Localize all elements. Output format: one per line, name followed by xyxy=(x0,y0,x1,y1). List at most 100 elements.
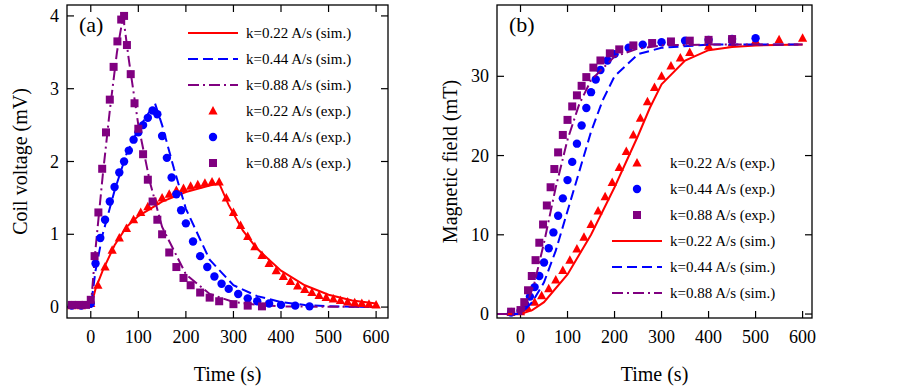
x-tick-top xyxy=(567,5,568,12)
data-point xyxy=(189,237,197,245)
y-tick-label: 20 xyxy=(471,146,489,166)
x-tick-top xyxy=(802,5,803,12)
panel-label: (a) xyxy=(79,12,103,37)
x-tick-top xyxy=(233,5,234,12)
y-tick-right xyxy=(381,88,388,89)
x-tick-top xyxy=(708,5,709,12)
data-point xyxy=(177,206,185,214)
data-point xyxy=(93,280,102,289)
y-tick-right xyxy=(381,15,388,16)
data-point xyxy=(229,300,237,308)
data-point xyxy=(120,12,128,20)
legend: k=0.22 A/s (sim.)k=0.44 A/s (sim.)k=0.88… xyxy=(188,25,351,172)
panel-label: (b) xyxy=(509,12,535,37)
data-point xyxy=(106,96,114,104)
y-tick-label: 0 xyxy=(480,304,489,324)
y-tick-right xyxy=(381,306,388,307)
y-tick xyxy=(67,15,74,16)
y-tick-label: 2 xyxy=(50,152,59,172)
data-point xyxy=(215,297,223,305)
y-tick-label: 0 xyxy=(50,297,59,317)
y-tick xyxy=(67,161,74,162)
data-point xyxy=(539,220,547,228)
legend-label: k=0.22 A/s (sim.) xyxy=(246,25,351,42)
legend-label: k=0.44 A/s (sim.) xyxy=(670,259,775,276)
data-point xyxy=(123,41,131,49)
x-tick-label: 300 xyxy=(648,327,675,347)
x-tick-top xyxy=(185,5,186,12)
data-point xyxy=(314,290,323,299)
series-line xyxy=(67,183,376,307)
data-point xyxy=(554,148,562,156)
data-point xyxy=(196,252,204,260)
x-tick xyxy=(138,311,139,318)
data-point xyxy=(210,272,218,280)
data-point xyxy=(229,207,238,216)
data-point xyxy=(293,281,302,290)
x-tick-label: 200 xyxy=(601,327,628,347)
data-point xyxy=(573,139,581,147)
data-point xyxy=(206,294,214,302)
data-point xyxy=(286,277,295,286)
data-point xyxy=(364,299,373,308)
data-point xyxy=(528,272,536,280)
series-line xyxy=(497,45,803,314)
y-tick xyxy=(497,155,504,156)
panel: 01002003004005006000102030Time (s)Magnet… xyxy=(439,5,817,386)
series-line xyxy=(497,45,803,314)
x-tick-label: 200 xyxy=(172,327,199,347)
legend-item: k=0.88 A/s (exp.) xyxy=(633,207,775,224)
legend-item: k=0.22 A/s (sim.) xyxy=(188,25,351,42)
data-point xyxy=(676,53,685,62)
data-point xyxy=(558,265,567,274)
data-point xyxy=(774,35,783,44)
data-point xyxy=(243,231,252,240)
data-point xyxy=(153,110,161,118)
data-point xyxy=(136,207,145,216)
legend-label: k=0.22 A/s (exp.) xyxy=(670,155,775,172)
series-points xyxy=(507,33,808,316)
x-tick-top xyxy=(138,5,139,12)
data-point xyxy=(244,294,252,302)
data-point xyxy=(686,37,694,45)
data-point xyxy=(666,61,675,70)
data-point xyxy=(222,193,231,202)
series-points xyxy=(67,177,381,309)
data-point xyxy=(589,64,597,72)
data-point xyxy=(108,245,117,254)
y-tick-right xyxy=(381,161,388,162)
x-tick xyxy=(280,311,281,318)
data-point xyxy=(543,201,551,209)
data-point xyxy=(127,70,135,78)
legend-swatch xyxy=(209,159,217,167)
x-tick xyxy=(708,311,709,318)
series-line xyxy=(497,45,803,314)
data-point xyxy=(578,82,586,90)
data-point xyxy=(272,266,281,275)
data-point xyxy=(100,262,109,271)
data-point xyxy=(322,293,331,302)
x-tick-label: 0 xyxy=(86,327,95,347)
x-tick xyxy=(802,311,803,318)
data-point xyxy=(550,165,558,173)
data-point xyxy=(563,176,571,184)
data-point xyxy=(372,300,381,309)
legend-item: k=0.22 A/s (exp.) xyxy=(632,155,775,172)
legend-item: k=0.22 A/s (sim.) xyxy=(612,233,775,250)
x-tick-top xyxy=(755,5,756,12)
data-point xyxy=(300,285,309,294)
x-tick-top xyxy=(520,5,521,12)
x-tick-label: 500 xyxy=(315,327,342,347)
data-point xyxy=(193,180,202,189)
legend-label: k=0.22 A/s (exp.) xyxy=(246,103,351,120)
legend-item: k=0.22 A/s (exp.) xyxy=(208,103,351,120)
x-tick-label: 100 xyxy=(554,327,581,347)
data-point xyxy=(559,194,567,202)
legend-item: k=0.88 A/s (sim.) xyxy=(188,77,351,94)
data-point xyxy=(798,33,807,42)
legend: k=0.22 A/s (exp.)k=0.44 A/s (exp.)k=0.88… xyxy=(612,155,775,302)
data-point xyxy=(657,71,666,80)
y-tick-right xyxy=(805,76,812,77)
data-point xyxy=(129,215,138,224)
data-point xyxy=(643,97,652,106)
